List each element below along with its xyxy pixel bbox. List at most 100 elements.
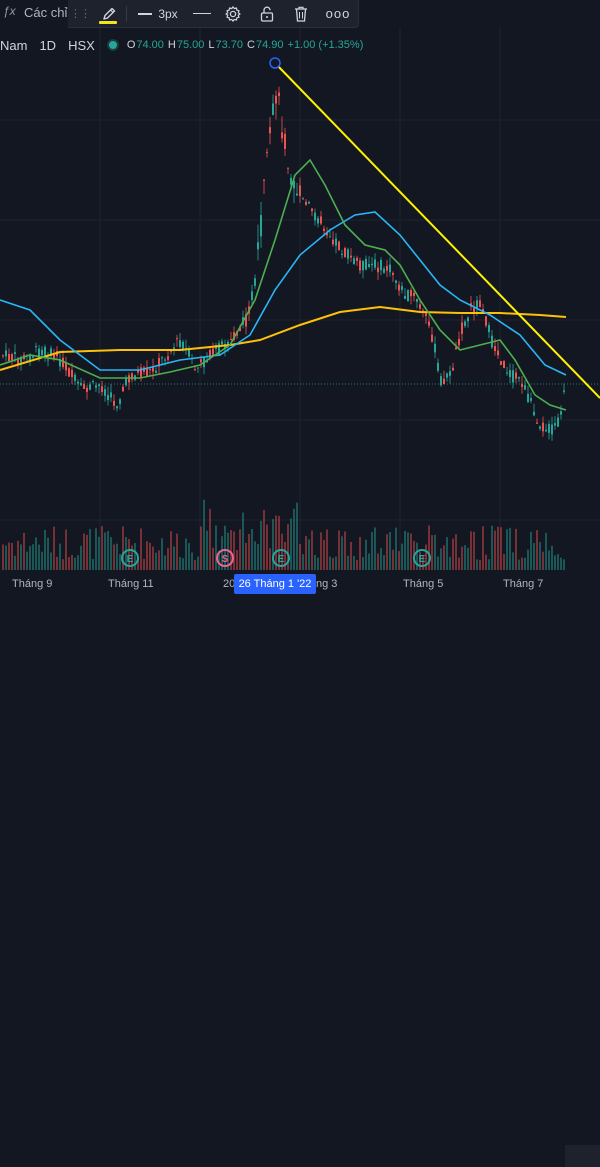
split-event-marker[interactable]: S [216,549,234,567]
price-chart[interactable] [0,0,600,600]
symbol-name[interactable]: Nam [0,37,28,53]
volume-bar [233,531,235,570]
volume-bar [542,551,544,570]
settings-button[interactable] [220,0,246,27]
candle-body [152,366,154,372]
volume-bar [230,530,232,570]
volume-bar [89,529,91,570]
candle-body [65,362,67,371]
volume-bar [455,534,457,570]
candle-body [92,380,94,382]
candle-body [437,362,439,371]
candle-body [503,360,505,369]
candle-body [227,341,229,346]
volume-bar [347,555,349,570]
candle-body [494,346,496,352]
volume-bar [557,554,559,570]
candle-body [251,291,253,301]
candle-body [89,384,91,390]
candle-body [362,261,364,271]
time-axis-scroll-area[interactable] [565,1145,600,1167]
line-color-button[interactable] [94,0,124,27]
volume-bar [170,531,172,570]
candle-body [212,348,214,357]
earnings-event-marker[interactable]: E [272,549,290,567]
volume-bar [23,532,25,570]
candle-body [257,242,259,250]
volume-bar [392,549,394,570]
candle-body [515,372,517,379]
candle-body [434,343,436,353]
candle-body [353,258,355,265]
volume-bar [467,547,469,570]
volume-bar [59,543,61,570]
volume-bar [251,528,253,570]
candle-body [317,218,319,224]
candle-body [398,284,400,291]
volume-bar [167,548,169,570]
candle-body [62,357,64,368]
volume-bar [245,542,247,570]
volume-bar [209,508,211,570]
trendline-anchor-handle[interactable] [269,57,281,69]
drag-handle-icon[interactable]: ⋮⋮ [70,8,91,20]
exchange-label[interactable]: HSX [68,37,95,53]
candle-body [536,422,538,424]
candle-body [377,267,379,273]
market-status-icon[interactable] [106,39,119,51]
volume-bar [254,541,256,570]
volume-bar [377,553,379,570]
line-width-label: 3px [158,6,178,21]
indicators-label[interactable]: Các chỉ [24,5,68,20]
earnings-event-marker[interactable]: E [121,549,139,567]
time-axis[interactable]: Tháng 9 Tháng 11 20 ng 3 Tháng 5 Tháng 7… [0,570,600,1167]
volume-bar [320,532,322,570]
volume-bar [107,530,109,570]
candle-body [194,369,196,371]
volume-bar [2,544,4,570]
indicators-bar[interactable]: ƒx Các chỉ [0,0,80,26]
volume-bar [143,558,145,570]
pencil-icon [103,7,116,20]
volume-bar [515,528,517,570]
candle-body [512,370,514,383]
more-options-icon[interactable]: ooo [325,6,351,21]
line-width-button[interactable]: 3px [130,0,186,27]
lock-button[interactable] [254,0,280,27]
candle-body [341,253,343,255]
volume-bar [356,559,358,570]
volume-bar [206,530,208,570]
candle-body [11,354,13,361]
candle-body [281,132,283,139]
candle-body [440,376,442,386]
candle-body [302,198,304,200]
time-axis-label: Tháng 11 [108,578,154,590]
candle-body [335,238,337,246]
candle-body [155,370,157,373]
volume-bar [236,550,238,570]
interval-label[interactable]: 1D [39,37,57,53]
volume-bar [272,519,274,570]
volume-bar [86,534,88,570]
volume-bar [266,524,268,570]
candle-body [563,390,565,392]
volume-bar [488,559,490,570]
volume-bar [44,529,46,570]
delete-button[interactable] [288,0,314,27]
volume-bar [386,534,388,570]
trendline-drawing[interactable] [274,62,600,399]
volume-bar [104,532,106,570]
volume-bar [290,518,292,570]
line-style-button[interactable] [188,0,216,27]
indicators-icon[interactable]: ƒx [3,4,16,18]
earnings-event-marker[interactable]: E [413,549,431,567]
candle-body [269,127,271,134]
candle-body [44,346,46,356]
volume-bar [224,525,226,570]
candle-body [431,334,433,342]
volume-bar [548,550,550,570]
volume-bar [374,527,376,570]
volume-bar [80,545,82,570]
candle-body [161,357,163,359]
volume-bar [545,532,547,570]
